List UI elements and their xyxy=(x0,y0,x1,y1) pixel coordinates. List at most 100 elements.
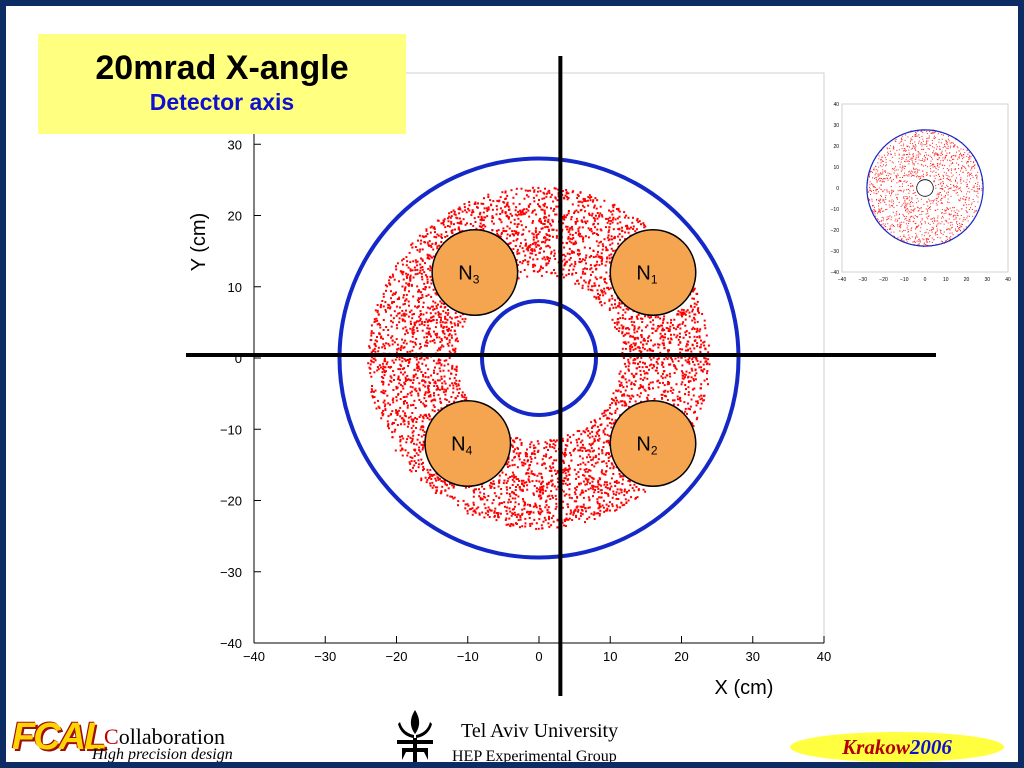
scatter-point xyxy=(467,504,470,507)
scatter-point xyxy=(530,460,533,463)
scatter-point xyxy=(530,441,533,444)
scatter-point xyxy=(453,322,456,325)
scatter-point xyxy=(382,367,384,370)
scatter-point xyxy=(483,488,486,490)
scatter-point xyxy=(565,191,568,194)
scatter-point xyxy=(525,455,527,458)
scatter-point xyxy=(407,315,410,318)
scatter-point xyxy=(522,250,525,253)
scatter-point xyxy=(436,247,439,250)
scatter-point xyxy=(673,372,676,374)
scatter-point xyxy=(388,344,391,347)
scatter-point xyxy=(536,190,539,193)
scatter-point xyxy=(538,199,540,201)
scatter-point xyxy=(373,320,376,323)
scatter-point xyxy=(526,503,529,506)
scatter-point xyxy=(493,482,496,485)
scatter-point xyxy=(506,512,509,515)
scatter-point xyxy=(657,372,660,375)
scatter-point xyxy=(542,520,545,523)
scatter-point xyxy=(526,275,529,278)
scatter-point xyxy=(456,337,459,340)
scatter-point xyxy=(698,311,700,314)
scatter-point xyxy=(603,287,606,290)
scatter-point xyxy=(706,362,709,365)
scatter-point xyxy=(655,361,658,363)
scatter-point xyxy=(563,455,566,458)
scatter-point xyxy=(443,218,446,221)
scatter-point xyxy=(541,480,544,483)
scatter-point xyxy=(680,383,683,386)
scatter-point xyxy=(577,471,580,474)
scatter-point xyxy=(497,234,500,237)
scatter-point xyxy=(466,509,469,512)
scatter-point xyxy=(514,245,517,247)
scatter-point xyxy=(579,482,582,485)
scatter-point xyxy=(698,330,701,333)
scatter-point xyxy=(443,481,446,484)
scatter-point xyxy=(432,288,435,291)
scatter-point xyxy=(429,340,432,343)
scatter-point xyxy=(579,505,582,508)
scatter-point xyxy=(597,487,600,490)
scatter-point xyxy=(616,407,619,410)
scatter-point xyxy=(541,477,544,480)
scatter-point xyxy=(533,450,536,453)
scatter-point xyxy=(576,444,579,447)
scatter-point xyxy=(606,236,609,239)
scatter-point xyxy=(553,469,556,472)
scatter-point xyxy=(472,224,475,227)
scatter-point xyxy=(434,231,436,234)
scatter-point xyxy=(670,333,672,336)
scatter-point xyxy=(578,449,581,452)
scatter-point xyxy=(393,430,396,433)
scatter-point xyxy=(554,508,557,510)
scatter-point xyxy=(374,350,377,353)
scatter-point xyxy=(551,494,554,497)
scatter-point xyxy=(574,282,577,285)
scatter-point xyxy=(519,271,522,273)
scatter-point xyxy=(553,447,556,450)
scatter-point xyxy=(581,204,584,207)
scatter-point xyxy=(402,373,405,376)
scatter-point xyxy=(690,350,693,353)
scatter-point xyxy=(511,459,514,462)
scatter-point xyxy=(477,506,480,509)
scatter-point xyxy=(606,256,609,259)
scatter-point xyxy=(466,512,469,515)
scatter-point xyxy=(387,423,390,426)
scatter-point xyxy=(564,472,567,475)
scatter-point xyxy=(502,227,505,230)
scatter-point xyxy=(413,266,416,269)
scatter-point xyxy=(512,239,515,242)
scatter-point xyxy=(509,510,512,513)
scatter-point xyxy=(401,417,404,420)
scatter-point xyxy=(421,320,424,323)
scatter-point xyxy=(386,394,389,397)
scatter-point xyxy=(441,321,444,324)
scatter-point xyxy=(550,439,553,442)
scatter-point xyxy=(597,222,600,225)
scatter-point xyxy=(565,474,568,477)
scatter-point xyxy=(702,341,705,344)
scatter-point xyxy=(418,347,421,350)
scatter-point xyxy=(564,194,567,197)
scatter-point xyxy=(532,265,535,268)
scatter-point xyxy=(609,412,611,415)
scatter-point xyxy=(641,329,643,332)
scatter-point xyxy=(593,491,596,494)
scatter-point xyxy=(684,349,687,352)
scatter-point xyxy=(376,311,379,314)
scatter-point xyxy=(411,327,414,330)
scatter-point xyxy=(522,212,525,215)
scatter-point xyxy=(409,350,412,353)
scatter-point xyxy=(595,233,598,235)
scatter-point xyxy=(467,207,470,210)
scatter-point xyxy=(438,347,440,350)
scatter-point xyxy=(604,427,607,430)
scatter-point xyxy=(437,313,440,316)
scatter-point xyxy=(592,456,595,459)
scatter-point xyxy=(550,252,553,255)
scatter-point xyxy=(594,255,597,258)
scatter-point xyxy=(517,519,520,522)
